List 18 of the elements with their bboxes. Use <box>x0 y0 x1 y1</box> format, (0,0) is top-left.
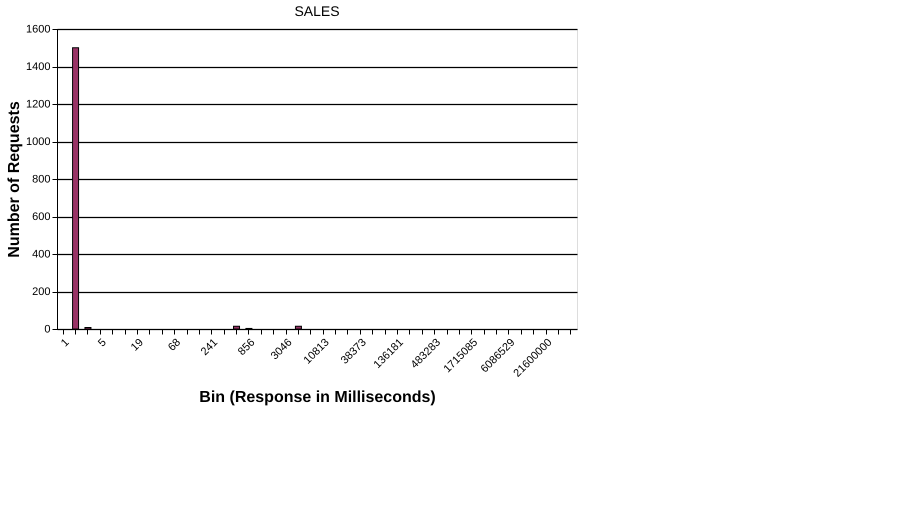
y-tick-label: 1600 <box>26 24 50 36</box>
x-tick-label: 241 <box>198 336 220 358</box>
y-tick-label: 800 <box>32 174 50 186</box>
y-axis-title: Number of Requests <box>6 101 24 258</box>
y-tick-label: 200 <box>32 286 50 298</box>
x-tick-label: 1 <box>58 336 72 350</box>
chart-title: SALES <box>294 3 340 19</box>
y-tick-label: 600 <box>32 211 50 223</box>
y-tick-label: 1200 <box>26 98 50 110</box>
y-tick-label: 1400 <box>26 61 50 73</box>
x-tick-label: 856 <box>236 336 258 358</box>
y-tick-label: 0 <box>44 324 50 336</box>
x-tick-label: 5 <box>96 336 109 350</box>
y-tick-label: 1000 <box>26 136 50 148</box>
x-tick-label: 68 <box>166 336 184 354</box>
y-tick-label: 400 <box>32 248 50 260</box>
x-axis-title: Bin (Response in Milliseconds) <box>199 388 436 406</box>
x-tick-label: 19 <box>128 336 146 354</box>
